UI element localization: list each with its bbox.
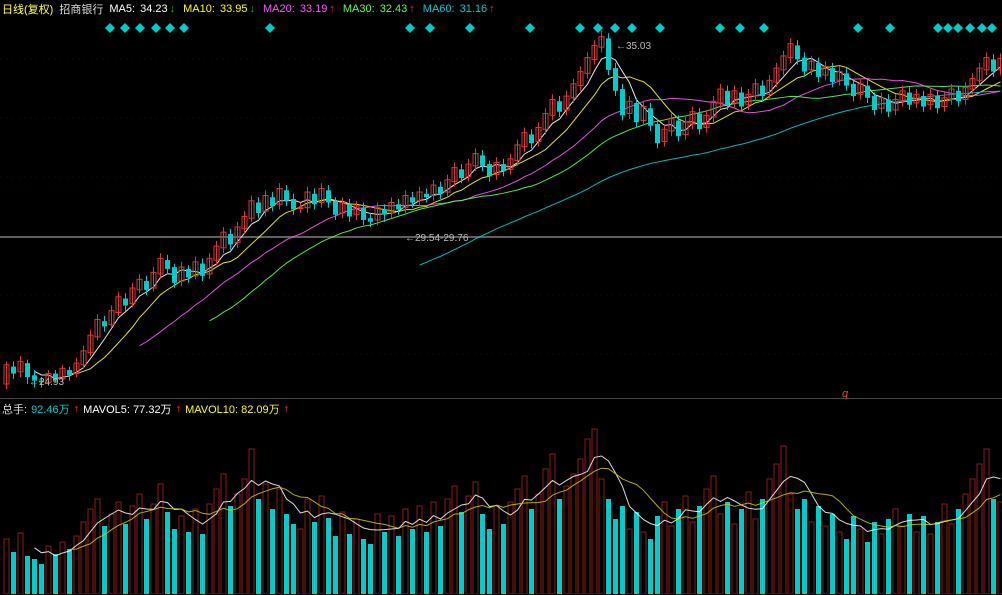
q-marker: q [842,388,848,400]
mavol5-label: MAVOL5: 77.32万 [83,401,171,417]
volume-chart[interactable] [0,414,1002,594]
price-header: 日线(复权) 招商银行 MA5: 34.23 MA10: 33.95 MA20:… [2,1,499,17]
mavol10-label: MAVOL10: 82.09万 [185,401,280,417]
price-annotation: ←29.54-29.76 [405,233,468,244]
chart-divider [0,398,1002,399]
price-annotation: ←24.93 [29,377,64,388]
ma60-label: MA60: 31.16 [423,3,497,15]
ma10-label: MA10: 33.95 [183,3,257,15]
total-volume-label: 总手: [2,401,27,417]
price-annotation: ←35.03 [616,41,651,52]
ma5-label: MA5: 34.23 [109,3,177,15]
price-chart[interactable] [0,14,1002,398]
series-type-label: 日线(复权) [2,1,53,17]
total-volume-value: 92.46万 [31,401,70,417]
ma30-label: MA30: 32.43 [343,3,417,15]
volume-header: 总手: 92.46万 MAVOL5: 77.32万 MAVOL10: 82.09… [2,401,289,417]
ma20-label: MA20: 33.19 [263,3,337,15]
stock-name: 招商银行 [59,1,103,17]
